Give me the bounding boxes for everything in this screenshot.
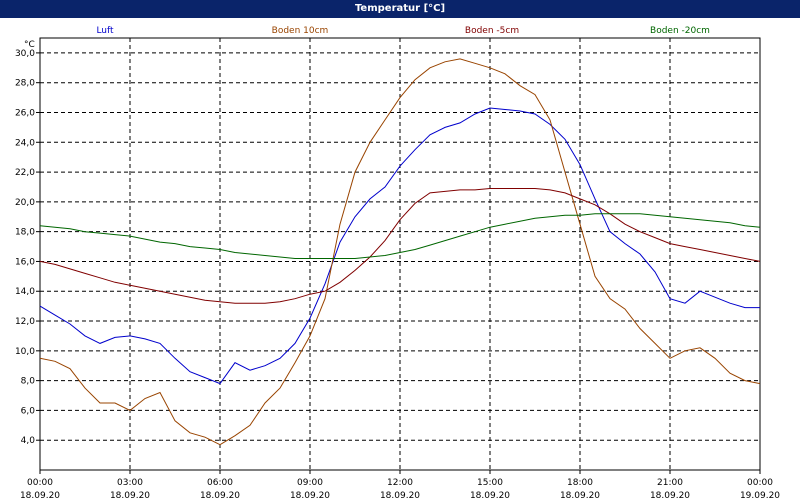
series-lines <box>39 58 761 446</box>
y-tick-label: 14,0 <box>15 287 35 297</box>
x-tick-date: 18.09.20 <box>290 491 330 500</box>
y-tick-label: 10,0 <box>15 347 35 357</box>
y-axis-ticks: 4,0 6,0 8,0 10,0 12,0 14,0 16,0 18,0 20,0 22,0 24,… <box>15 49 40 446</box>
y-tick-label: 28,0 <box>15 79 35 89</box>
x-tick-time: 12:00 <box>387 478 413 488</box>
chart-title: Temperatur [°C] <box>0 0 800 18</box>
y-tick-label: 26,0 <box>15 108 35 118</box>
x-tick-time: 18:00 <box>567 478 593 488</box>
x-tick-time: 15:00 <box>477 478 503 488</box>
legend-entry: Boden 10cm <box>272 26 329 36</box>
x-tick-date: 18.09.20 <box>110 491 150 500</box>
y-tick-label: 18,0 <box>15 228 35 238</box>
series-line-luft <box>39 107 760 385</box>
x-tick-date: 18.09.20 <box>470 491 510 500</box>
legend-entry: Boden -5cm <box>465 26 519 36</box>
x-axis-ticks: 00:00 18.09.20 03:00 18.09.20 06:00 18.09.20 0… <box>20 470 780 500</box>
y-tick-label: 22,0 <box>15 168 35 178</box>
grid <box>40 38 760 470</box>
series-line-boden-20cm <box>39 213 761 259</box>
x-tick-date: 18.09.20 <box>380 491 420 500</box>
y-tick-label: 6,0 <box>21 406 36 416</box>
x-tick-time: 06:00 <box>207 478 233 488</box>
x-tick-date: 19.09.20 <box>740 491 780 500</box>
x-tick-time: 00:00 <box>747 478 773 488</box>
x-tick-time: 21:00 <box>657 478 683 488</box>
x-tick-time: 09:00 <box>297 478 323 488</box>
x-tick-date: 18.09.20 <box>650 491 690 500</box>
y-tick-label: 4,0 <box>21 436 36 446</box>
y-tick-label: 24,0 <box>15 138 35 148</box>
y-axis-unit: °C <box>24 40 35 50</box>
y-tick-label: 16,0 <box>15 257 35 267</box>
y-tick-label: 12,0 <box>15 317 35 327</box>
x-tick-time: 03:00 <box>117 478 143 488</box>
y-tick-label: 30,0 <box>15 49 35 59</box>
temperature-chart: 4,0 6,0 8,0 10,0 12,0 14,0 16,0 18,0 20,0 22,0 24,… <box>15 26 780 500</box>
legend: Luft Boden 10cm Boden -5cm Boden -20cm <box>96 26 710 36</box>
series-line-boden-5cm <box>39 188 761 304</box>
y-tick-label: 8,0 <box>21 377 36 387</box>
x-tick-date: 18.09.20 <box>200 491 240 500</box>
x-tick-time: 00:00 <box>27 478 53 488</box>
series-line-boden-10cm <box>39 58 761 446</box>
legend-entry: Boden -20cm <box>650 26 710 36</box>
legend-entry: Luft <box>96 26 114 36</box>
y-tick-label: 20,0 <box>15 198 35 208</box>
x-tick-date: 18.09.20 <box>560 491 600 500</box>
x-tick-date: 18.09.20 <box>20 491 60 500</box>
